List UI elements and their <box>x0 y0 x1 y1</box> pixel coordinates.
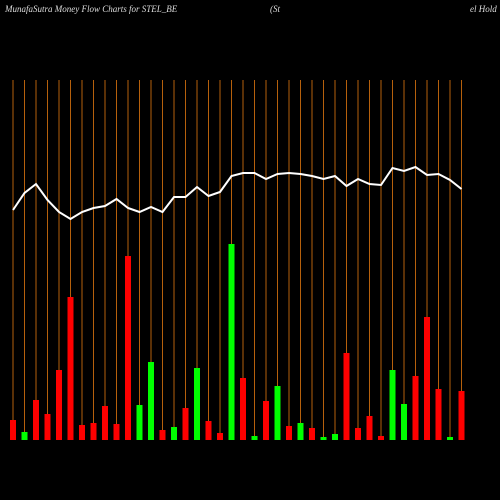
bar <box>67 297 74 440</box>
bar <box>435 389 442 440</box>
bar <box>343 353 350 440</box>
line <box>12 165 463 221</box>
bar <box>332 434 338 440</box>
bar <box>79 425 85 440</box>
bar <box>148 362 154 440</box>
bar <box>217 433 223 440</box>
bar <box>90 423 97 440</box>
bar <box>401 404 407 440</box>
bar <box>102 406 108 440</box>
bar <box>263 401 269 440</box>
chart-title: MunafaSutra Money Flow Charts for STEL_B… <box>4 4 178 14</box>
bar <box>33 400 39 440</box>
bar <box>171 427 177 440</box>
bar <box>424 317 430 440</box>
chart-title-part: el Hold <box>470 4 497 14</box>
bar <box>389 370 396 440</box>
bar <box>240 378 246 440</box>
bar <box>378 436 384 440</box>
bar <box>366 416 373 440</box>
bar <box>10 420 16 440</box>
bar <box>113 424 120 440</box>
bar <box>159 430 166 440</box>
bar <box>286 426 292 440</box>
bar <box>320 437 327 440</box>
bar <box>251 436 258 440</box>
bar <box>44 414 51 440</box>
bar <box>194 368 200 440</box>
chart-title-part: (St <box>270 4 280 14</box>
bar <box>228 244 235 440</box>
bar <box>355 428 361 440</box>
bar <box>274 386 281 440</box>
bar <box>56 370 62 440</box>
bar <box>447 437 453 440</box>
bar <box>205 421 212 440</box>
bar <box>136 405 143 440</box>
bar <box>21 432 28 440</box>
bar <box>412 376 419 440</box>
bar <box>125 256 131 440</box>
bar <box>458 391 465 440</box>
bar <box>309 428 315 440</box>
bar <box>182 408 189 440</box>
bar <box>297 423 304 440</box>
